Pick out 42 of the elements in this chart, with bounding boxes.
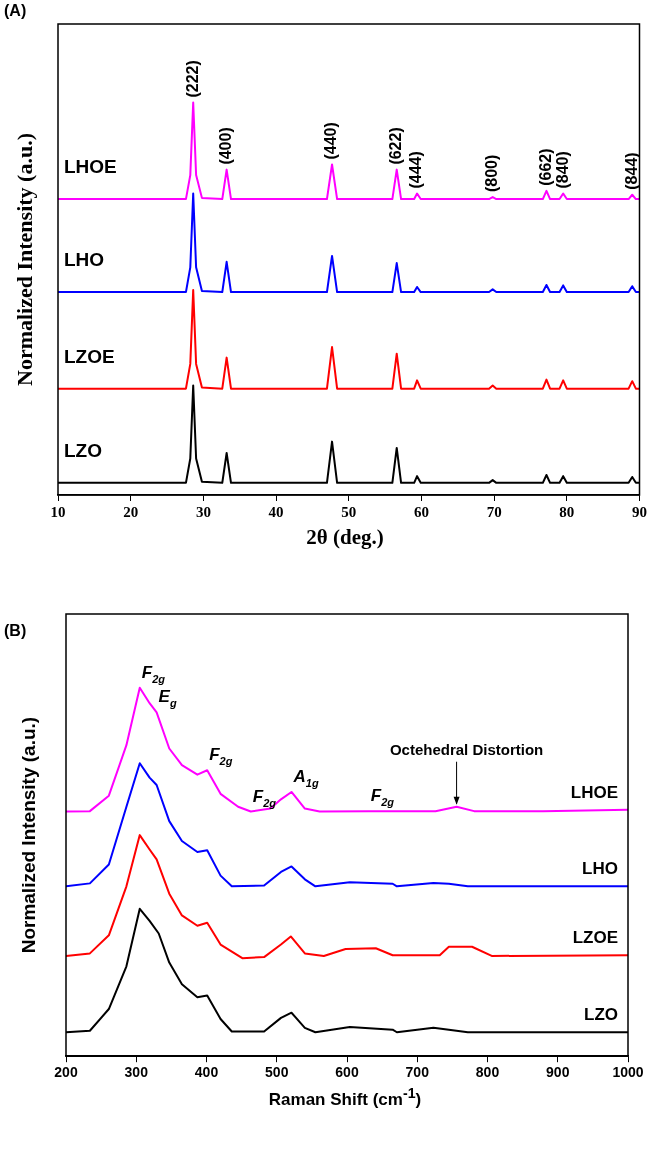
x-axis-title: Raman Shift (cm$^{-1}$) xyxy=(267,1085,423,1111)
series-label: LZO xyxy=(64,439,102,461)
y-axis-title: Normalized Intensity (a.u.) xyxy=(11,133,37,386)
annotation: (800) xyxy=(483,154,501,193)
x-tick-label: 1000 xyxy=(612,1064,644,1081)
annotation: Octehedral Distortion xyxy=(389,740,544,758)
x-tick-label: 600 xyxy=(335,1064,359,1081)
x-tick-label: 70 xyxy=(486,503,502,520)
annotation: (400) xyxy=(217,127,235,165)
series-label: LHOE xyxy=(570,782,618,802)
x-tick-label: 10 xyxy=(50,503,66,520)
x-tick-label: 20 xyxy=(123,503,139,520)
x-tick-label: 500 xyxy=(265,1064,289,1081)
x-tick-label: 90 xyxy=(632,503,647,520)
annotation: (840) xyxy=(553,151,571,189)
x-tick-label: 40 xyxy=(268,503,284,520)
x-tick-label: 30 xyxy=(195,503,211,520)
y-axis-title: Normalized Intensity (a.u.) xyxy=(18,716,40,954)
series-label: LZO xyxy=(584,1005,618,1025)
chart-title: (A) xyxy=(4,2,27,20)
annotation: (622) xyxy=(387,127,405,165)
x-tick-label: 200 xyxy=(54,1064,78,1081)
x-tick-label: 900 xyxy=(546,1064,570,1081)
annotation: (444) xyxy=(407,151,425,189)
series-label: LHOE xyxy=(64,156,117,178)
series-label: LZOE xyxy=(64,345,115,367)
x-tick-label: 700 xyxy=(405,1064,430,1081)
annotation: (222) xyxy=(183,60,201,98)
series-label: LHO xyxy=(64,249,105,271)
x-axis-title: 2θ (deg.) xyxy=(305,525,385,551)
x-tick-label: 800 xyxy=(475,1064,500,1081)
x-tick-label: 50 xyxy=(341,503,357,520)
chart-title: (B) xyxy=(4,622,27,640)
series-label: LHO xyxy=(582,859,618,879)
x-tick-label: 60 xyxy=(413,503,429,520)
annotation: (662) xyxy=(536,148,554,186)
annotation: (844) xyxy=(622,152,640,190)
annotation: (440) xyxy=(322,122,340,160)
x-tick-label: 80 xyxy=(559,503,575,520)
x-tick-label: 400 xyxy=(194,1064,219,1081)
x-tick-label: 300 xyxy=(124,1064,149,1081)
series-label: LZOE xyxy=(572,928,618,948)
